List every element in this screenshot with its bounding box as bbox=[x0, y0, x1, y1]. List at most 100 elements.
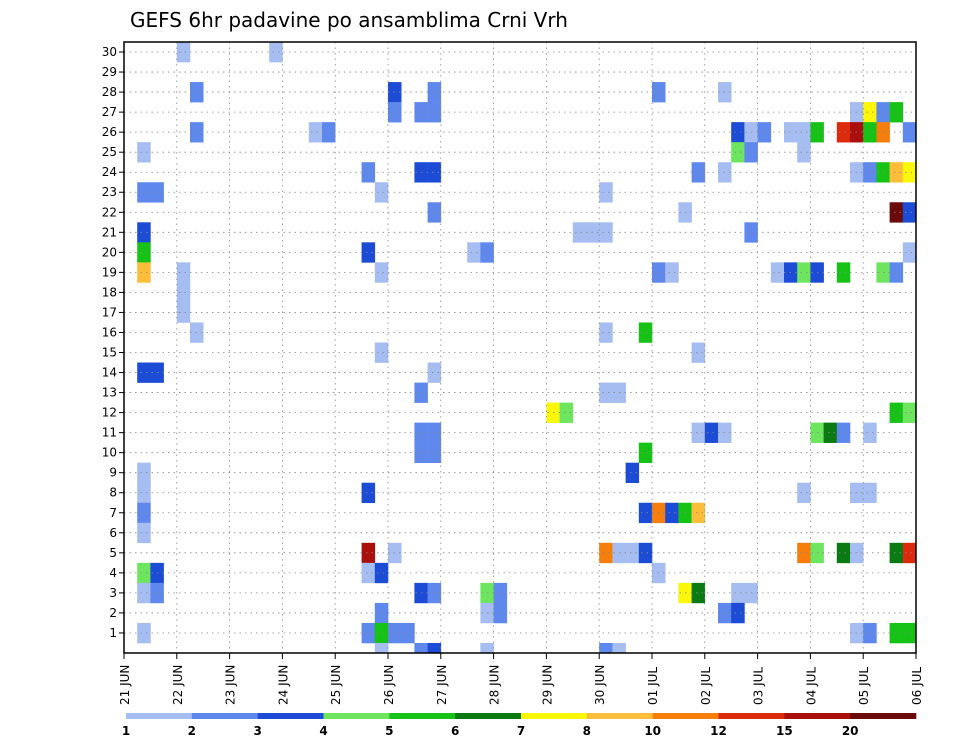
data-cell bbox=[757, 122, 772, 143]
data-cell bbox=[770, 262, 785, 283]
data-cell bbox=[137, 582, 151, 604]
colorbar-label: 2 bbox=[188, 724, 196, 738]
colorbar-swatch bbox=[191, 713, 258, 719]
data-cell bbox=[361, 562, 376, 584]
data-cell bbox=[797, 542, 811, 564]
data-cell bbox=[137, 522, 151, 544]
y-tick-label: 24 bbox=[102, 165, 117, 179]
data-cell bbox=[374, 262, 389, 283]
data-cell bbox=[902, 622, 917, 644]
y-tick-label: 8 bbox=[109, 486, 117, 500]
colorbar-swatch bbox=[718, 713, 785, 719]
data-cell bbox=[427, 362, 442, 383]
data-cell bbox=[137, 362, 151, 383]
data-cells bbox=[137, 42, 917, 654]
data-cell bbox=[137, 622, 151, 644]
data-cell bbox=[427, 422, 442, 443]
y-tick-label: 13 bbox=[102, 386, 117, 400]
x-tick-label: 24 JUN bbox=[276, 665, 290, 705]
colorbar-swatch bbox=[784, 713, 851, 719]
data-cell bbox=[823, 422, 838, 443]
chart-title: GEFS 6hr padavine po ansamblima Crni Vrh bbox=[130, 8, 568, 32]
y-tick-label: 18 bbox=[102, 285, 117, 299]
y-tick-label: 7 bbox=[109, 506, 117, 520]
data-cell bbox=[599, 182, 613, 203]
data-cell bbox=[599, 542, 613, 564]
plot-frame bbox=[123, 41, 917, 654]
data-cell bbox=[401, 622, 415, 644]
data-cell bbox=[638, 442, 653, 463]
data-cell bbox=[374, 562, 389, 584]
y-tick-label: 30 bbox=[102, 45, 117, 59]
colorbar-label: 6 bbox=[451, 724, 459, 738]
data-cell bbox=[374, 342, 389, 363]
data-cell bbox=[638, 502, 653, 524]
data-cell bbox=[863, 422, 877, 443]
y-axis: 1234567891011121314151617181920212223242… bbox=[102, 45, 124, 640]
y-tick-label: 29 bbox=[102, 65, 117, 79]
y-tick-label: 27 bbox=[102, 105, 117, 119]
y-tick-label: 1 bbox=[109, 626, 117, 640]
y-tick-label: 19 bbox=[102, 265, 117, 279]
data-cell bbox=[889, 162, 904, 183]
colorbar-swatch bbox=[389, 713, 456, 719]
data-cell bbox=[374, 182, 389, 203]
x-tick-label: 04 JUL bbox=[804, 667, 818, 705]
data-cell bbox=[269, 42, 283, 63]
y-tick-label: 22 bbox=[102, 205, 117, 219]
data-cell bbox=[691, 162, 706, 183]
data-cell bbox=[599, 642, 613, 654]
y-tick-label: 28 bbox=[102, 85, 117, 99]
data-cell bbox=[889, 622, 904, 644]
data-cell bbox=[599, 222, 613, 243]
y-tick-label: 26 bbox=[102, 125, 117, 139]
data-cell bbox=[599, 382, 613, 403]
data-cell bbox=[797, 482, 811, 504]
y-tick-label: 11 bbox=[102, 426, 117, 440]
x-axis: 21 JUN 22 JUN 23 JUN 24 JUN 25 JUN 26 JUN 27 J… bbox=[118, 653, 924, 705]
y-tick-label: 4 bbox=[109, 566, 117, 580]
x-tick-label: 27 JUN bbox=[435, 665, 449, 705]
grid-lines bbox=[124, 42, 917, 653]
y-tick-label: 14 bbox=[102, 366, 117, 380]
data-cell bbox=[612, 642, 626, 654]
data-cell bbox=[902, 122, 917, 143]
x-tick-label: 06 JUL bbox=[910, 667, 924, 705]
data-cell bbox=[797, 142, 811, 163]
colorbar-label: 4 bbox=[319, 724, 327, 738]
data-cell bbox=[361, 482, 376, 504]
data-cell bbox=[691, 342, 706, 363]
y-tick-label: 17 bbox=[102, 305, 117, 319]
data-cell bbox=[480, 642, 494, 654]
data-cell bbox=[889, 102, 904, 123]
x-tick-label: 26 JUN bbox=[382, 665, 396, 705]
data-cell bbox=[863, 102, 877, 123]
colorbar-swatch bbox=[850, 713, 917, 719]
colorbar-swatch bbox=[652, 713, 719, 719]
data-cell bbox=[427, 582, 442, 604]
data-cell bbox=[493, 582, 508, 604]
data-cell bbox=[797, 122, 811, 143]
data-cell bbox=[863, 482, 877, 504]
data-cell bbox=[902, 202, 917, 223]
data-cell bbox=[902, 542, 917, 564]
data-cell bbox=[836, 542, 851, 564]
data-cell bbox=[137, 562, 151, 584]
data-cell bbox=[691, 422, 706, 443]
colorbar-label: 12 bbox=[710, 724, 727, 738]
data-cell bbox=[889, 262, 904, 283]
x-tick-label: 03 JUL bbox=[752, 667, 766, 705]
colorbar-swatch bbox=[455, 713, 522, 719]
y-tick-label: 21 bbox=[102, 225, 117, 239]
y-tick-label: 3 bbox=[109, 586, 117, 600]
data-cell bbox=[665, 262, 679, 283]
data-cell bbox=[414, 642, 428, 654]
colorbar-swatch bbox=[126, 713, 193, 719]
data-cell bbox=[137, 462, 151, 484]
data-cell bbox=[665, 502, 679, 524]
data-cell bbox=[176, 282, 191, 303]
colorbar-label: 10 bbox=[644, 724, 661, 738]
x-tick-label: 21 JUN bbox=[118, 665, 132, 705]
data-cell bbox=[599, 322, 613, 343]
